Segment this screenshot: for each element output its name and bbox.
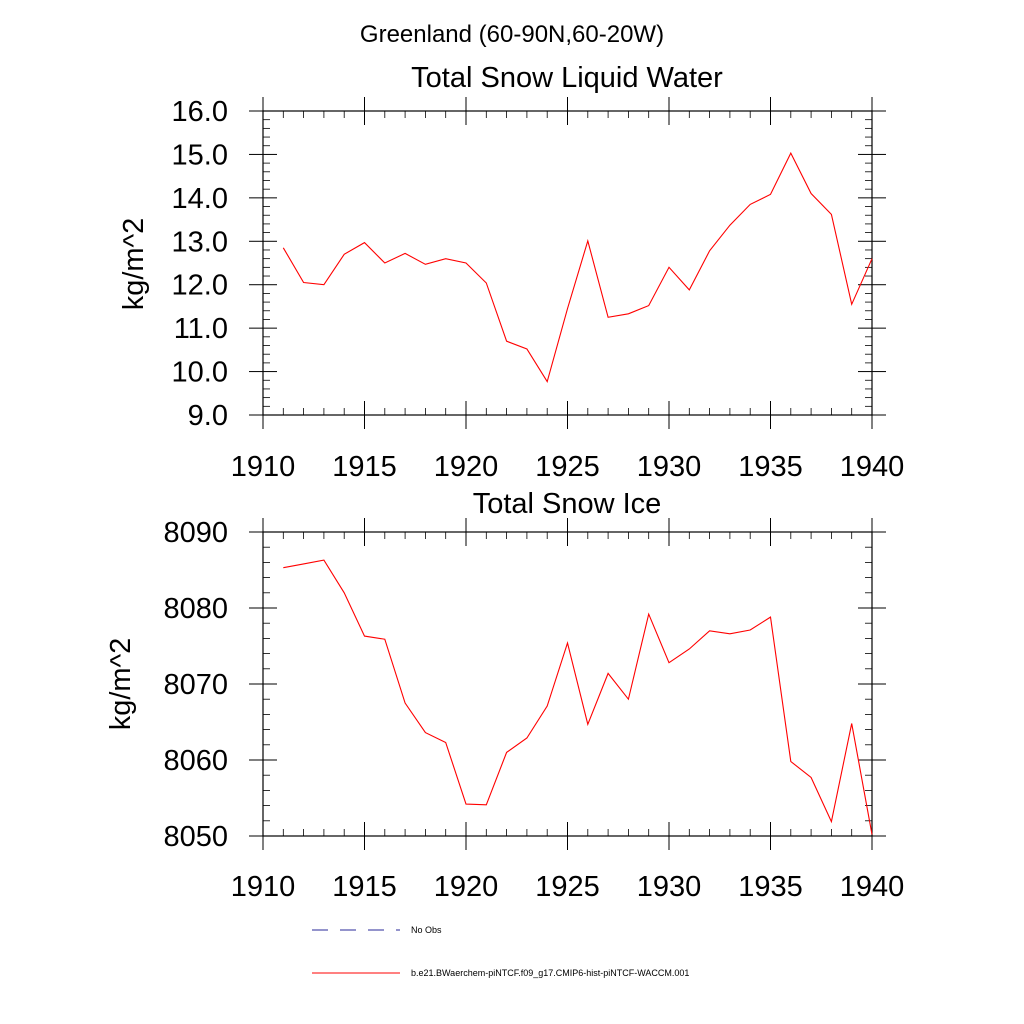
y-axis-label: kg/m^2 xyxy=(118,218,150,311)
figure-suptitle: Greenland (60-90N,60-20W) xyxy=(360,21,664,48)
y-tick-label: 14.0 xyxy=(172,183,228,215)
plot-frame xyxy=(262,531,873,837)
x-tick-label: 1925 xyxy=(535,451,600,483)
x-tick-label: 1925 xyxy=(535,871,600,903)
chart-snow-ice: Total Snow Ice kg/m^2 1910 1915 1920 1925 19… xyxy=(105,488,904,903)
x-tick-label: 1920 xyxy=(434,871,499,903)
x-tick-label: 1940 xyxy=(840,871,905,903)
chart-marks: 1910 1915 1920 1925 1930 1935 1940 9.0 10.0 11.0 1… xyxy=(172,96,905,483)
legend: No Obs b.e21.BWaerchem-piNTCF.f09_g17.CM… xyxy=(312,925,689,978)
x-tick-label: 1915 xyxy=(332,871,397,903)
y-tick-label: 9.0 xyxy=(188,400,228,432)
y-tick-label: 8090 xyxy=(163,517,228,549)
x-tick-label: 1915 xyxy=(332,451,397,483)
x-tick-label: 1930 xyxy=(637,871,702,903)
x-tick-label: 1920 xyxy=(434,451,499,483)
chart-marks: 1910 1915 1920 1925 1930 1935 1940 8050 8060 8070… xyxy=(163,517,904,903)
y-tick-label: 11.0 xyxy=(174,313,228,345)
x-tick-label: 1935 xyxy=(738,871,803,903)
x-tick-label: 1935 xyxy=(738,451,803,483)
y-tick-label: 15.0 xyxy=(172,139,228,171)
legend-label-no-obs: No Obs xyxy=(411,925,442,935)
y-tick-label: 8080 xyxy=(163,593,228,625)
y-tick-label: 8050 xyxy=(163,821,228,853)
y-tick-label: 10.0 xyxy=(172,357,228,389)
y-tick-label: 12.0 xyxy=(172,270,228,302)
chart-title: Total Snow Ice xyxy=(473,488,662,520)
y-axis-label: kg/m^2 xyxy=(105,638,137,731)
x-tick-label: 1930 xyxy=(637,451,702,483)
chart-title: Total Snow Liquid Water xyxy=(411,62,723,94)
plot-frame xyxy=(262,110,873,416)
x-tick-label: 1910 xyxy=(231,451,296,483)
y-tick-label: 8060 xyxy=(163,745,228,777)
x-tick-label: 1940 xyxy=(840,451,905,483)
chart-liquid-water: Total Snow Liquid Water kg/m^2 1910 1915 1… xyxy=(118,62,904,483)
y-tick-label: 13.0 xyxy=(172,226,228,258)
series-line xyxy=(283,559,873,835)
y-tick-label: 16.0 xyxy=(172,96,228,128)
x-tick-label: 1910 xyxy=(231,871,296,903)
series-line xyxy=(282,151,873,383)
y-tick-label: 8070 xyxy=(163,669,228,701)
legend-label-model: b.e21.BWaerchem-piNTCF.f09_g17.CMIP6-his… xyxy=(411,968,689,978)
